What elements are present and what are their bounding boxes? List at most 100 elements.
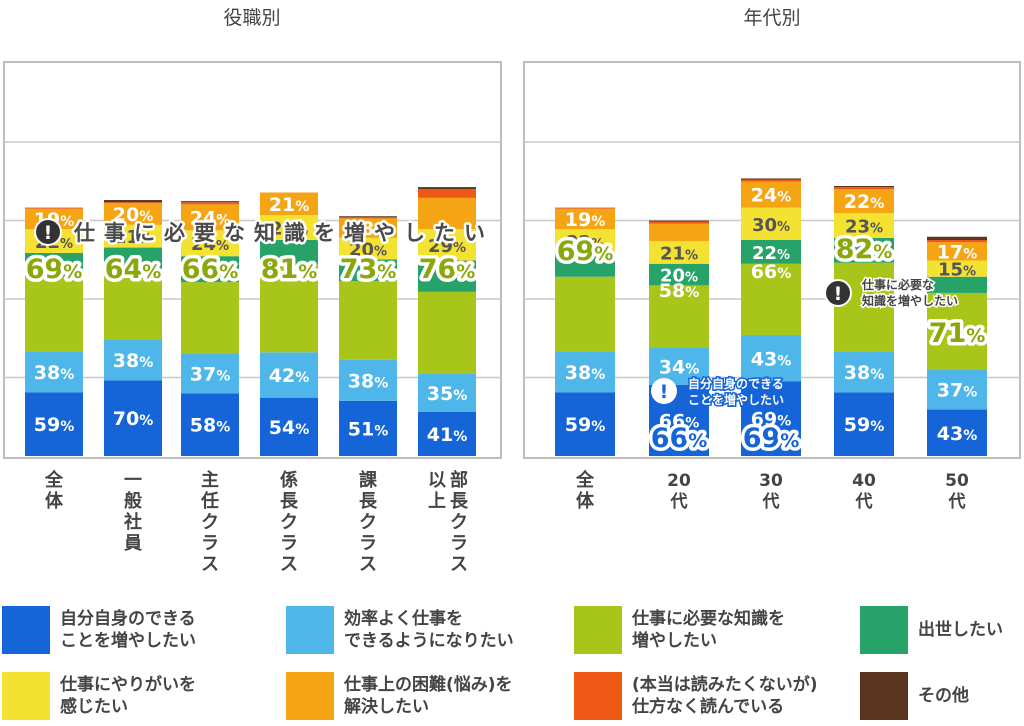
data-label-increase-self: 59% [34, 414, 74, 436]
alert-icon [824, 279, 852, 307]
data-label-increase-self: 54% [269, 417, 309, 439]
data-label-efficiency: 38% [565, 362, 605, 384]
bar-increase_self [260, 397, 318, 456]
bar-promotion [834, 237, 894, 263]
bar-other [181, 201, 239, 203]
bar-knowledge [418, 291, 476, 374]
bar-other [418, 187, 476, 190]
data-label-knowledge: 76% [419, 254, 476, 285]
callout-text: 仕事に必要な知識を増やしたい [73, 221, 494, 245]
bar-reluctant [25, 207, 83, 209]
bar-efficiency [181, 353, 239, 394]
data-label-problem-solving: 18% [348, 218, 388, 240]
bar-increase_self [834, 392, 894, 456]
legend-swatch-knowledge [574, 606, 622, 654]
data-label-motivation: 22% [566, 232, 604, 253]
bar-increase_self [25, 392, 83, 456]
legend-label-efficiency: 効率よく仕事を できるようになりたい [344, 609, 514, 651]
bar-motivation [741, 207, 801, 240]
bar-other [339, 216, 397, 218]
bar-reluctant [418, 189, 476, 198]
data-label-problem-solving: 21% [269, 194, 309, 216]
data-label-increase-self: 66% [651, 423, 708, 454]
bar-motivation [834, 213, 894, 238]
bar-problem_solving [104, 203, 162, 225]
alert-icon-mark: ! [660, 381, 669, 403]
bar-reluctant [649, 221, 709, 224]
bar-motivation [555, 229, 615, 253]
bar-other [104, 200, 162, 203]
data-label-problem-solving: 24% [190, 207, 230, 229]
bar-knowledge [260, 264, 318, 353]
bar-increase_self [181, 393, 239, 456]
bar-motivation [649, 241, 709, 264]
data-label-efficiency: 42% [269, 365, 309, 387]
bar-other [927, 236, 987, 240]
bar-knowledge [834, 262, 894, 352]
bar-reluctant [927, 240, 987, 243]
category-label: 50 代 [945, 471, 969, 512]
legend-label-motivation: 仕事にやりがいを 感じたい [60, 675, 196, 717]
bar-reluctant [555, 207, 615, 209]
bar-knowledge [555, 276, 615, 352]
data-label-increase-self: 41% [427, 424, 467, 446]
legend-item-motivation: 仕事にやりがいを 感じたい [2, 672, 196, 720]
category-label: 30 代 [759, 471, 783, 512]
bar-promotion [260, 240, 318, 265]
bar-knowledge [649, 285, 709, 348]
bar-motivation [339, 237, 397, 260]
bar-problem_solving [181, 204, 239, 231]
bar-increase_self [104, 380, 162, 456]
bar-efficiency [834, 351, 894, 393]
bar-promotion [25, 252, 83, 277]
legend-swatch-other [860, 672, 908, 720]
data-label-increase-self: 66% [659, 410, 699, 432]
bar-motivation [104, 224, 162, 248]
legend-label-other: その他 [918, 686, 969, 706]
data-label-knowledge: 71% [929, 318, 986, 349]
bar-efficiency [649, 348, 709, 385]
bar-reluctant [104, 202, 162, 204]
legend-swatch-efficiency [286, 606, 334, 654]
bar-reluctant [339, 217, 397, 219]
data-label-motivation: 15% [938, 260, 976, 281]
alert-icon-mark: ! [834, 283, 843, 305]
callout-text: 自分自身のできることを増やしたい [688, 376, 784, 407]
callout-knowledge: ! 仕事に必要な知識を増やしたい [34, 218, 494, 248]
bar-increase_self [418, 411, 476, 456]
category-label: 以上 [428, 470, 446, 512]
category-label: 全体 [44, 469, 64, 512]
data-label-increase-self: 69% [751, 409, 791, 431]
legend-label-reluctant: (本当は読みたくないが) 仕方なく読んでいる [632, 675, 818, 717]
bar-motivation [181, 230, 239, 257]
bar-promotion [927, 276, 987, 293]
bar-increase_self [927, 409, 987, 456]
data-label-knowledge: 82% [836, 234, 893, 265]
legend-swatch-promotion [860, 606, 908, 654]
legend-label-promotion: 出世したい [918, 620, 1003, 640]
data-label-increase-self: 70% [113, 408, 153, 430]
data-label-knowledge: 73% [340, 254, 397, 285]
data-label-efficiency: 35% [427, 383, 467, 405]
bar-other [834, 186, 894, 188]
data-label-increase-self: 59% [565, 414, 605, 436]
legend-swatch-increase-self [2, 606, 50, 654]
data-label-efficiency: 38% [34, 362, 74, 384]
bar-increase_self [555, 392, 615, 456]
data-label-motivation: 20% [349, 240, 387, 261]
legend-item-increase-self: 自分自身のできる ことを増やしたい [2, 606, 196, 654]
bar-problem_solving [418, 197, 476, 230]
data-label-problem-solving: 20% [113, 204, 153, 226]
callout-knowledge-age: ! 仕事に必要な知識を増やしたい [824, 276, 960, 310]
legend-item-other: その他 [860, 672, 969, 720]
data-label-efficiency: 38% [113, 350, 153, 372]
bar-efficiency [927, 369, 987, 410]
chart-legend: 自分自身のできる ことを増やしたい 効率よく仕事を できるようになりたい 仕事に… [0, 600, 1024, 726]
bar-efficiency [260, 352, 318, 398]
data-label-problem-solving: 24% [751, 185, 791, 207]
bar-increase_self [339, 400, 397, 456]
category-label: 課長クラス [359, 469, 378, 575]
data-label-knowledge: 81% [261, 254, 318, 285]
legend-swatch-motivation [2, 672, 50, 720]
